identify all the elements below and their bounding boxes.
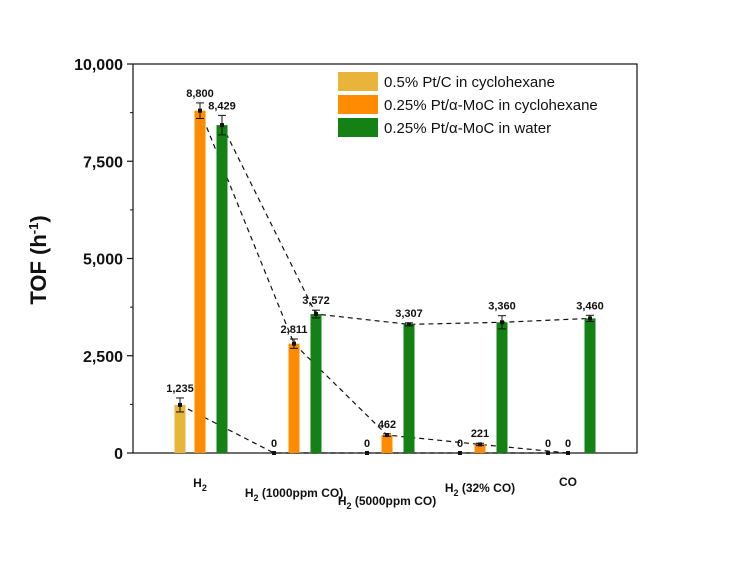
trend-line bbox=[199, 110, 569, 454]
y-axis-label: TOF (h-1) bbox=[26, 215, 51, 304]
data-labels: 1,235 0 0 0 0 8,800 2,811 462 221 0 8,429 3,572 3,30… bbox=[166, 88, 604, 450]
legend-swatch bbox=[338, 118, 378, 137]
bar bbox=[288, 343, 300, 453]
data-point bbox=[292, 341, 296, 346]
y-tick-label: 10,000 bbox=[74, 57, 123, 74]
data-point bbox=[385, 433, 389, 438]
y-tick-label: 7,500 bbox=[83, 154, 123, 171]
x-category-label: H2 (32% CO) bbox=[445, 481, 515, 498]
x-category-label: H2 bbox=[193, 476, 207, 493]
legend-label: 0.25% Pt/α-MoC in cyclohexane bbox=[384, 97, 598, 114]
bar bbox=[496, 322, 508, 453]
bar bbox=[584, 318, 596, 453]
data-label: 0 bbox=[271, 438, 277, 450]
data-point bbox=[407, 322, 411, 327]
data-label: 2,811 bbox=[281, 324, 308, 336]
legend-swatch bbox=[338, 72, 378, 91]
data-label: 0 bbox=[545, 438, 551, 450]
data-point bbox=[546, 451, 550, 455]
bar bbox=[381, 435, 393, 453]
bar bbox=[310, 314, 322, 453]
axes: 0 2,500 5,000 7,500 10,000 TOF (h-1) H2 H2 (100… bbox=[26, 57, 638, 511]
data-label: 8,429 bbox=[208, 100, 236, 112]
data-label: 0 bbox=[457, 438, 463, 450]
legend-swatch bbox=[338, 95, 378, 114]
data-label: 8,800 bbox=[186, 88, 214, 100]
y-tick-label: 0 bbox=[114, 446, 123, 463]
data-label: 462 bbox=[378, 419, 396, 431]
data-label: 3,360 bbox=[488, 301, 516, 313]
data-point bbox=[478, 442, 482, 447]
data-point bbox=[314, 312, 318, 317]
legend-label: 0.25% Pt/α-MoC in water bbox=[384, 120, 551, 137]
data-point bbox=[500, 320, 504, 325]
data-label: 3,307 bbox=[395, 308, 423, 320]
x-category-label: H2 (5000ppm CO) bbox=[338, 494, 436, 511]
x-category-label: H2 (1000ppm CO) bbox=[245, 486, 343, 503]
trend-lines bbox=[179, 110, 591, 454]
data-label: 3,460 bbox=[576, 300, 604, 312]
data-point bbox=[588, 316, 592, 321]
bars bbox=[174, 102, 596, 455]
legend-label: 0.5% Pt/C in cyclohexane bbox=[384, 74, 555, 91]
data-point bbox=[198, 108, 202, 113]
x-category-label: CO bbox=[559, 475, 577, 489]
data-point bbox=[365, 451, 369, 455]
bar bbox=[403, 324, 415, 453]
bar bbox=[174, 404, 186, 453]
data-label: 221 bbox=[471, 428, 489, 440]
bar bbox=[216, 125, 228, 453]
y-tick-label: 2,500 bbox=[83, 349, 123, 366]
legend: 0.5% Pt/C in cyclohexane 0.25% Pt/α-MoC i… bbox=[338, 72, 598, 137]
data-point bbox=[458, 451, 462, 455]
data-point bbox=[566, 451, 570, 455]
data-point bbox=[178, 402, 182, 407]
data-label: 3,572 bbox=[302, 295, 330, 307]
data-label: 0 bbox=[565, 438, 571, 450]
bar bbox=[194, 110, 206, 454]
data-label: 1,235 bbox=[166, 383, 194, 395]
data-label: 0 bbox=[364, 438, 370, 450]
bar bbox=[474, 444, 486, 453]
trend-line bbox=[221, 124, 591, 325]
data-point bbox=[272, 451, 276, 455]
data-point bbox=[220, 123, 224, 128]
y-tick-label: 5,000 bbox=[83, 252, 123, 269]
